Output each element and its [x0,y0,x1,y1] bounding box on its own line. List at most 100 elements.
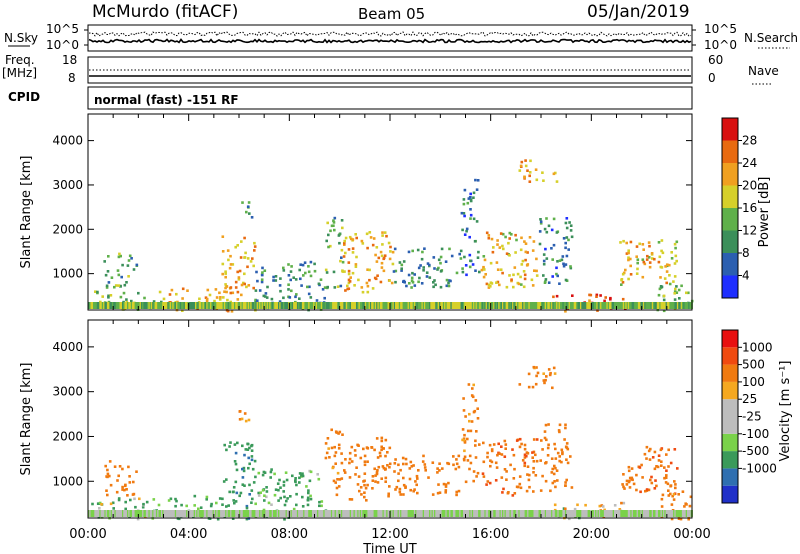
range-gate-cell [461,270,465,274]
range-gate-cell [354,233,357,236]
range-gate-cell [447,284,451,288]
range-gate-cell [620,510,623,517]
range-gate-cell [402,280,405,283]
range-gate-cell [431,302,434,309]
range-gate-cell [462,198,466,201]
range-gate-cell [541,510,544,517]
range-gate-cell [488,443,492,447]
range-gate-cell [645,302,648,309]
range-gate-cell [317,510,320,517]
range-gate-cell [431,493,435,496]
range-gate-cell [473,302,476,309]
range-gate-cell [304,302,307,309]
range-gate-cell [565,458,568,461]
range-gate-cell [614,302,617,309]
range-gate-cell [394,488,397,491]
range-gate-cell [168,510,171,517]
range-gate-cell [438,469,441,472]
range-gate-cell [482,255,486,258]
range-gate-cell [538,510,541,517]
range-gate-cell [181,302,184,309]
range-gate-cell [620,283,623,286]
range-gate-cell [289,278,292,282]
range-gate-cell [560,460,563,464]
range-gate-cell [378,510,381,517]
range-gate-cell [312,302,315,309]
range-gate-cell [572,510,575,517]
range-gate-cell [379,302,383,309]
range-gate-cell [681,490,685,493]
range-gate-cell [526,169,529,172]
range-gate-cell [432,510,435,517]
range-gate-cell [381,302,384,309]
range-gate-cell [436,510,439,517]
range-gate-cell [667,494,671,497]
power-ylabel: Slant Range [km] [19,156,34,269]
range-gate-cell [440,247,444,251]
range-gate-cell [539,459,542,462]
range-gate-cell [93,510,96,517]
range-gate-cell [679,517,683,521]
range-gate-cell [542,179,545,182]
range-gate-cell [351,302,354,309]
range-gate-cell [351,510,354,517]
range-gate-cell [628,486,632,489]
range-gate-cell [486,451,489,455]
range-gate-cell [462,438,466,442]
range-gate-cell [672,493,676,496]
range-gate-cell [306,510,310,517]
range-gate-cell [484,510,487,517]
range-gate-cell [100,516,104,519]
range-gate-cell [138,302,141,309]
range-gate-cell [485,510,488,517]
range-gate-cell [552,510,555,517]
range-gate-cell [627,251,630,255]
range-gate-cell [186,289,189,292]
range-gate-cell [667,465,670,468]
nsearch-tick-low: 10^0 [704,38,737,52]
range-gate-cell [342,302,345,309]
range-gate-cell [504,447,507,450]
colorbar-tick-label: -500 [742,444,769,458]
range-gate-cell [273,472,276,476]
range-gate-cell [543,302,546,309]
range-gate-cell [575,302,578,309]
range-gate-cell [490,460,494,464]
range-gate-cell [381,465,385,468]
range-gate-cell [295,293,298,296]
range-gate-cell [327,302,330,309]
range-gate-cell [643,452,647,456]
range-gate-cell [356,302,359,309]
range-gate-cell [97,516,101,519]
range-gate-cell [188,510,191,517]
range-gate-cell [252,264,255,268]
range-gate-cell [435,510,438,517]
range-gate-cell [525,489,529,493]
range-gate-cell [119,295,123,299]
range-gate-cell [167,510,170,517]
range-gate-cell [393,247,397,251]
range-gate-cell [250,489,254,492]
range-gate-cell [273,302,276,309]
range-gate-cell [595,302,598,309]
range-gate-cell [98,510,101,517]
range-gate-cell [300,302,303,309]
range-gate-cell [526,452,530,455]
range-gate-cell [396,302,399,309]
range-gate-cell [334,302,337,309]
range-gate-cell [556,274,559,278]
range-gate-cell [685,291,688,295]
range-gate-cell [116,510,120,517]
range-gate-cell [396,510,399,517]
range-gate-cell [343,243,346,246]
range-gate-cell [281,302,284,309]
range-gate-cell [344,510,347,517]
range-gate-cell [601,510,604,517]
range-gate-cell [502,510,505,517]
range-gate-cell [208,510,211,517]
range-gate-cell [221,272,224,276]
range-gate-cell [295,510,298,517]
range-gate-cell [346,510,349,517]
range-gate-cell [278,302,281,309]
range-gate-cell [366,302,369,309]
